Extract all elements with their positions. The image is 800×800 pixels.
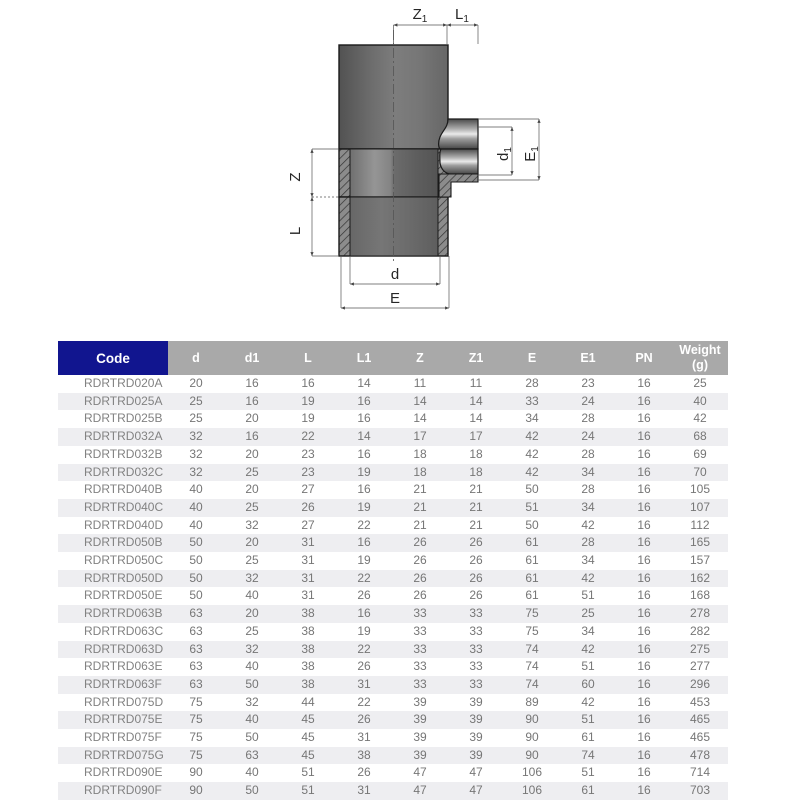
svg-text:d1: d1	[495, 147, 514, 161]
svg-text:E1: E1	[522, 146, 541, 162]
svg-text:Z: Z	[287, 172, 304, 181]
svg-text:L1: L1	[455, 6, 469, 25]
svg-text:L: L	[287, 227, 304, 235]
svg-text:d: d	[391, 266, 399, 283]
svg-text:E: E	[390, 290, 400, 307]
svg-text:Z1: Z1	[413, 6, 428, 25]
